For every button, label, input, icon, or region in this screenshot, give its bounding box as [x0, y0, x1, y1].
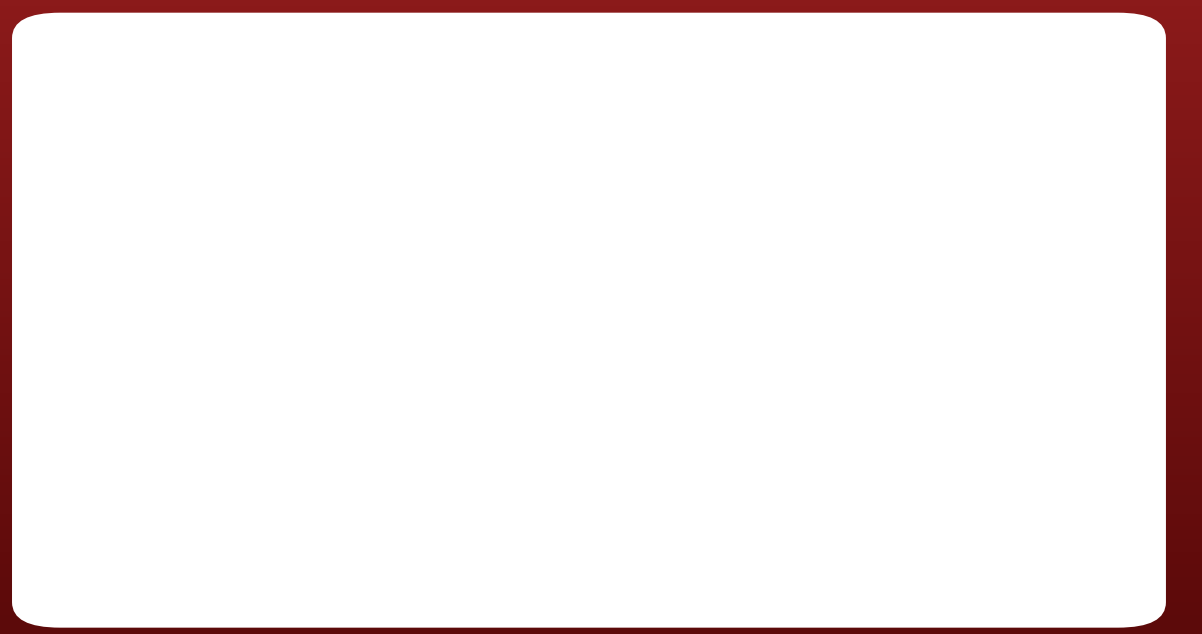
Bar [264, 453, 508, 462]
Bar [264, 367, 566, 376]
Bar [264, 269, 606, 279]
Bar [264, 160, 762, 169]
Bar [264, 538, 435, 547]
Bar [264, 391, 551, 401]
Bar [264, 99, 906, 108]
Bar [264, 221, 645, 230]
Bar [264, 379, 557, 389]
Bar [264, 477, 501, 486]
Bar [264, 209, 664, 217]
Bar [264, 197, 685, 205]
Bar [264, 123, 862, 133]
Bar [264, 465, 506, 474]
Bar [264, 416, 535, 425]
Bar [264, 342, 585, 352]
Bar [264, 257, 614, 266]
Bar [264, 172, 730, 181]
Bar [264, 428, 532, 437]
Bar [264, 501, 496, 510]
Bar [264, 245, 636, 254]
Bar [264, 148, 829, 157]
Bar [264, 306, 596, 315]
Y-axis label: Region: Region [138, 283, 153, 338]
Bar [264, 184, 712, 193]
Bar [264, 330, 590, 340]
Bar [264, 74, 1072, 84]
Bar [264, 318, 594, 327]
Bar [264, 355, 575, 364]
Bar [264, 233, 641, 242]
Bar [264, 135, 840, 145]
Bar [264, 404, 543, 413]
Bar [264, 111, 895, 120]
Bar [264, 514, 470, 522]
Title: Average Cost Of Rents by Region Istanbul: Average Cost Of Rents by Region Istanbul [474, 25, 897, 44]
Bar [264, 440, 519, 450]
Bar [264, 294, 599, 303]
Bar [264, 281, 601, 291]
Bar [264, 526, 441, 534]
Bar [264, 87, 1051, 96]
Bar [264, 489, 499, 498]
